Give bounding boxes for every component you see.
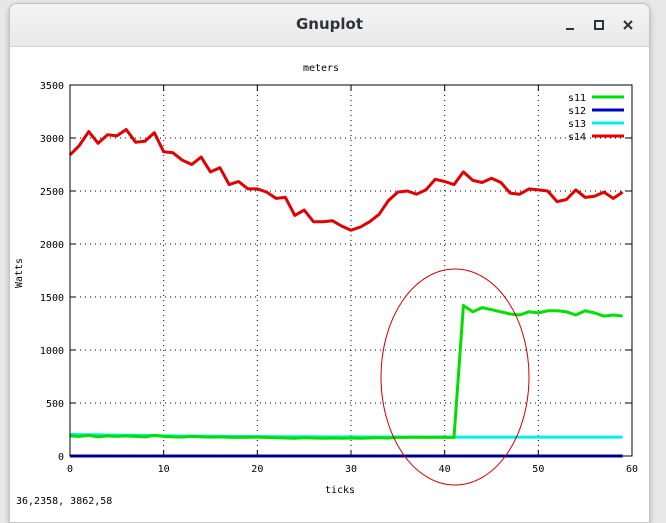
chart-canvas[interactable]: meters Watts ticks 0 10 20 30 40 50 60 0 500 1000…	[10, 47, 649, 497]
plot-area[interactable]: meters Watts ticks 0 10 20 30 40 50 60 0 500 1000…	[10, 47, 649, 522]
legend-label-s13: s13	[568, 119, 586, 130]
legend-label-s11: s11	[568, 93, 586, 104]
minimize-icon	[566, 28, 574, 30]
x-tick-label: 10	[158, 464, 170, 475]
maximize-icon	[594, 20, 604, 30]
close-button[interactable]	[617, 14, 639, 36]
minimize-button[interactable]	[559, 14, 581, 36]
y-tick-label: 3000	[40, 134, 64, 145]
series-s11-line	[69, 304, 623, 440]
series-s14-line	[68, 128, 624, 232]
x-tick-label: 20	[251, 464, 263, 475]
legend-label-s14: s14	[568, 132, 586, 143]
window-title: Gnuplot	[295, 15, 364, 33]
y-tick-label: 0	[58, 452, 64, 463]
y-tick-label: 500	[46, 399, 64, 410]
y-axis-label: Watts	[14, 258, 25, 288]
x-tick-label: 0	[67, 464, 73, 475]
x-tick-label: 40	[439, 464, 451, 475]
x-tick-label: 50	[532, 464, 544, 475]
x-tick-label: 30	[345, 464, 357, 475]
y-tick-label: 1500	[40, 293, 64, 304]
y-tick-label: 2000	[40, 240, 64, 251]
legend-label-s12: s12	[568, 106, 586, 117]
grid	[70, 85, 632, 456]
title-bar[interactable]: Gnuplot	[10, 4, 649, 47]
gnuplot-window: Gnuplot meters Watts ticks 0 10 20 30 40 50 60…	[9, 3, 650, 523]
close-icon	[623, 20, 633, 30]
series-lines	[68, 128, 624, 458]
annotation-ellipse	[380, 268, 530, 486]
x-axis-label: ticks	[325, 485, 355, 496]
status-coordinates: 36,2358, 3862,58	[16, 496, 113, 507]
axis-ticks: 0 10 20 30 40 50 60 0 500 1000 1500 2000 2500 3000 350…	[40, 81, 638, 475]
maximize-button[interactable]	[588, 14, 610, 36]
chart-title: meters	[303, 63, 339, 74]
y-tick-label: 3500	[40, 81, 64, 92]
y-tick-label: 1000	[40, 346, 64, 357]
plot-frame	[69, 84, 633, 457]
legend: s11 s12 s13 s14	[568, 93, 624, 143]
y-tick-label: 2500	[40, 187, 64, 198]
x-tick-label: 60	[626, 464, 638, 475]
